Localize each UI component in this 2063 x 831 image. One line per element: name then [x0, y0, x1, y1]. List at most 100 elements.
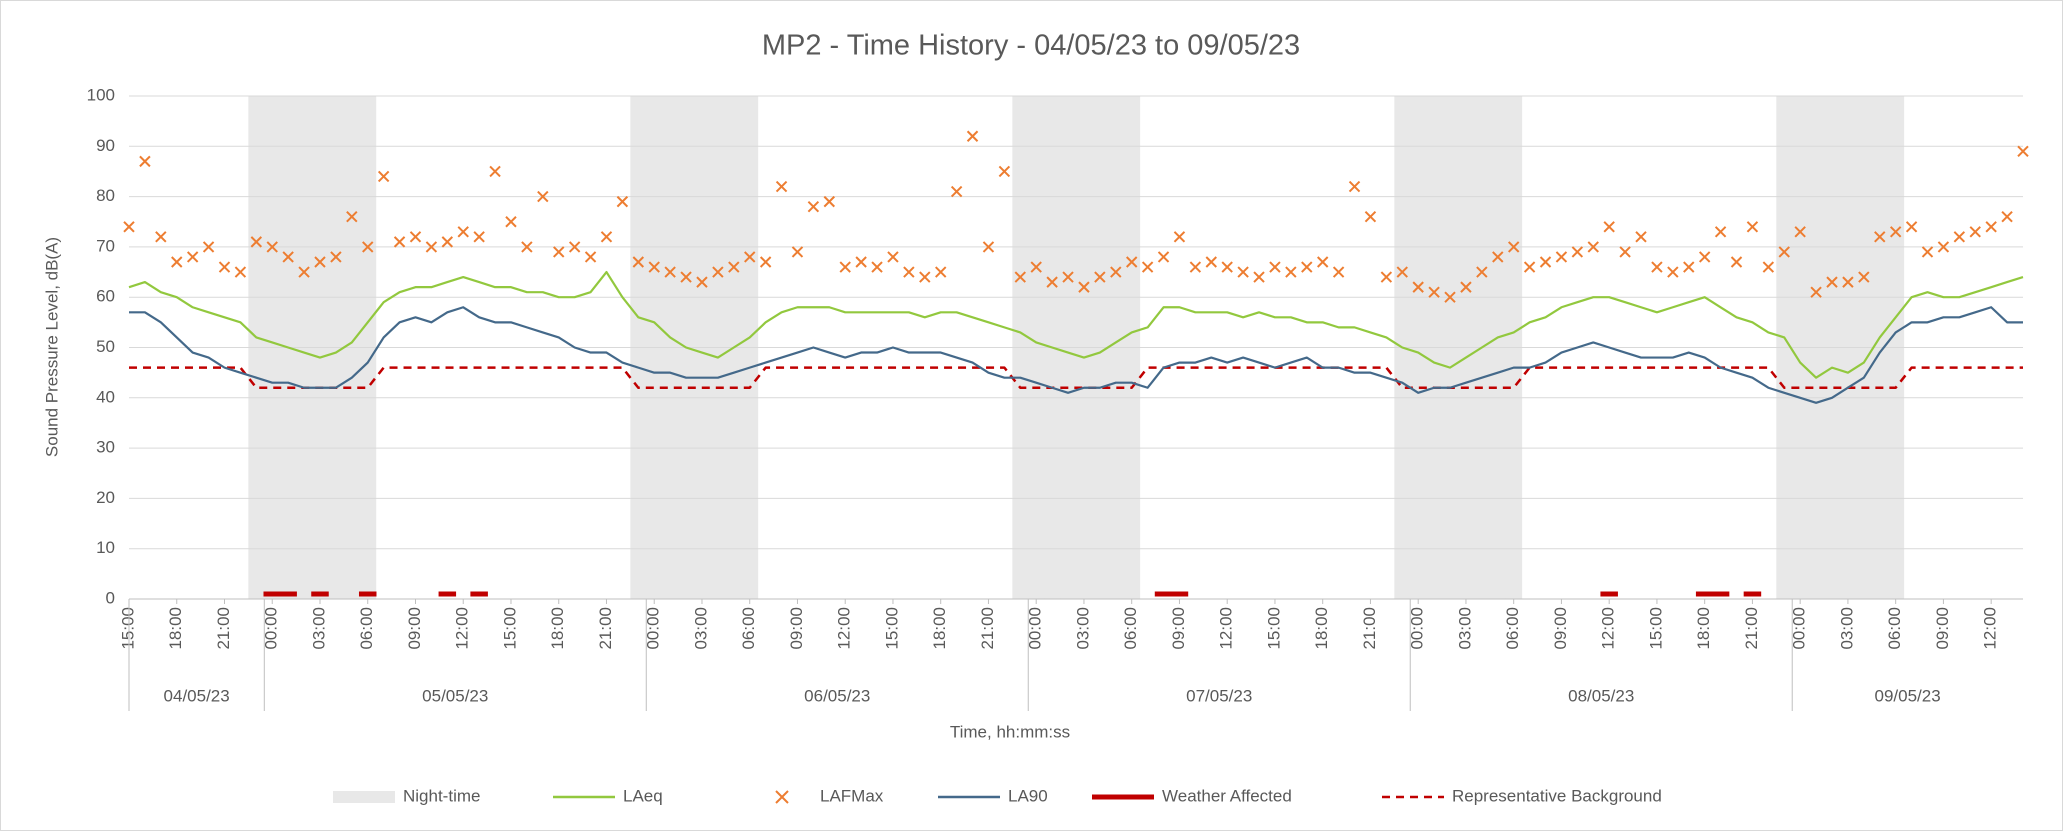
marker	[1635, 231, 1647, 243]
x-tick-label: 09:00	[787, 607, 806, 650]
date-group-label: 08/05/23	[1568, 686, 1634, 705]
x-tick-label: 03:00	[691, 607, 710, 650]
marker	[1332, 266, 1345, 278]
marker	[1714, 226, 1727, 238]
grid-layer	[129, 95, 2023, 600]
marker	[1396, 266, 1408, 278]
x-axis-title: Time, hh:mm:ss	[950, 722, 1070, 741]
marker	[1348, 180, 1361, 193]
chart-title: MP2 - Time History - 04/05/23 to 09/05/2…	[762, 30, 1300, 62]
marker	[1571, 246, 1584, 258]
x-tick-label: 12:00	[1217, 607, 1236, 650]
marker	[1921, 246, 1934, 258]
marker	[537, 190, 549, 203]
y-tick-label: 80	[96, 186, 115, 205]
marker	[807, 200, 820, 213]
x-tick-label: 18:00	[1694, 607, 1713, 650]
x-tick-label: 06:00	[1121, 607, 1140, 650]
marker	[186, 251, 199, 263]
marker	[966, 130, 979, 142]
marker	[123, 221, 135, 233]
marker	[1603, 221, 1615, 233]
marker	[1237, 266, 1249, 278]
y-tick-label: 100	[87, 85, 115, 104]
marker	[1189, 261, 1202, 273]
marker	[950, 185, 963, 198]
marker	[1794, 226, 1806, 238]
marker	[393, 236, 406, 248]
x-tick-label: 00:00	[1790, 607, 1809, 650]
marker	[505, 216, 517, 228]
marker	[1969, 226, 1981, 238]
marker	[250, 236, 263, 248]
marker	[1428, 286, 1440, 298]
x-tick-label: 03:00	[309, 607, 328, 650]
legend-label: LAeq	[623, 786, 663, 805]
marker	[791, 246, 804, 258]
marker	[1269, 261, 1281, 273]
y-tick-label: 60	[96, 287, 115, 306]
marker	[1380, 271, 1393, 283]
marker	[1762, 261, 1775, 273]
marker	[139, 155, 151, 168]
marker	[1507, 241, 1520, 253]
marker	[744, 251, 756, 263]
marker	[919, 271, 931, 283]
marker	[664, 266, 676, 278]
date-group-label: 07/05/23	[1186, 686, 1252, 705]
marker	[632, 256, 645, 268]
marker	[1985, 221, 1997, 233]
series-line	[129, 366, 2023, 389]
marker	[584, 251, 597, 263]
marker	[568, 241, 581, 253]
date-group-label: 05/05/23	[422, 686, 488, 705]
marker	[1030, 261, 1042, 273]
marker	[1492, 251, 1504, 263]
marker	[648, 261, 660, 273]
marker	[839, 261, 851, 273]
legend-label: LA90	[1008, 786, 1048, 805]
y-tick-label: 0	[106, 588, 115, 607]
marker	[1698, 251, 1711, 263]
marker	[298, 266, 310, 278]
marker	[1364, 211, 1377, 223]
marker	[1555, 251, 1568, 263]
marker	[1476, 266, 1488, 278]
marker	[1810, 286, 1822, 298]
marker	[1587, 241, 1599, 253]
marker	[2001, 211, 2013, 223]
marker	[1205, 256, 1217, 268]
x-tick-label: 18:00	[1312, 607, 1331, 650]
x-tick-label: 18:00	[930, 607, 949, 650]
marker	[362, 241, 374, 253]
marker	[1126, 256, 1138, 268]
marker	[1078, 281, 1090, 293]
x-tick-label: 21:00	[1360, 607, 1379, 650]
marker	[346, 211, 358, 223]
marker	[457, 226, 469, 238]
marker	[1523, 261, 1536, 273]
marker	[855, 256, 867, 268]
y-tick-label: 90	[96, 136, 115, 155]
x-tick-label: 00:00	[1026, 607, 1045, 650]
x-tick-label: 03:00	[1073, 607, 1092, 650]
y-tick-label: 50	[96, 337, 115, 356]
marker	[998, 165, 1011, 178]
x-tick-label: 15:00	[1646, 607, 1665, 650]
legend-label: LAFMax	[820, 786, 884, 805]
marker	[1460, 281, 1472, 293]
marker	[202, 241, 215, 253]
marker	[234, 266, 247, 278]
marker	[2017, 145, 2029, 158]
x-tick-label: 12:00	[453, 607, 472, 650]
x-tick-label: 03:00	[1837, 607, 1856, 650]
marker	[473, 231, 485, 243]
marker	[1778, 246, 1790, 258]
x-tick-label: 03:00	[1455, 607, 1474, 650]
marker	[1683, 261, 1695, 273]
marker	[1619, 246, 1631, 258]
y-tick-label: 70	[96, 236, 115, 255]
marker	[1110, 266, 1122, 278]
marker	[1141, 261, 1154, 273]
marker	[441, 236, 454, 248]
